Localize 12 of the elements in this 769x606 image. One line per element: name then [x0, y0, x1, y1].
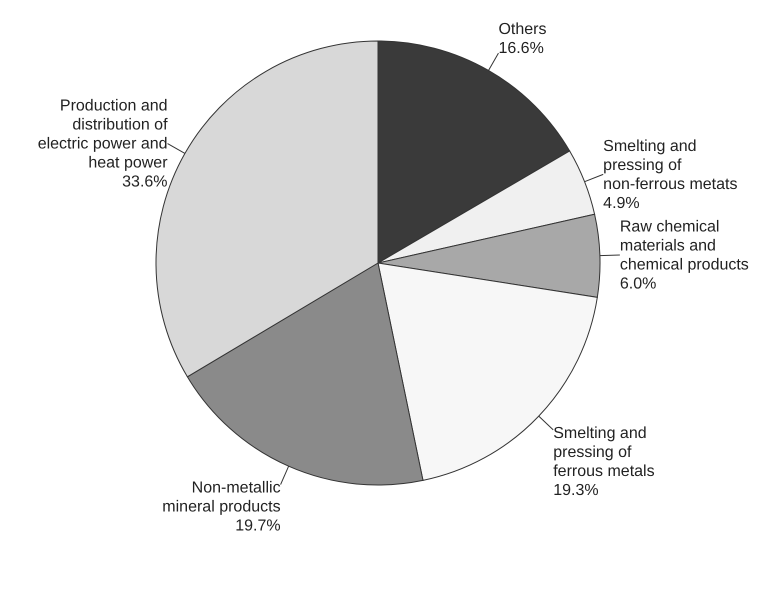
data-label: 4.9% [603, 194, 640, 212]
slice-label: Smelting and pressing of non-ferrous metats [603, 138, 738, 193]
data-label: 16.6% [498, 40, 544, 58]
slice-label: Smelting and pressing of ferrous metals [553, 424, 655, 480]
data-label: 6.0% [620, 276, 656, 293]
slice-label: Raw chemical materials and chemical products [620, 218, 749, 274]
slice-label: Non-metallic mineral products [162, 480, 281, 516]
data-label: 33.6% [122, 174, 168, 191]
slice-label: Production and distribution of electric power and heat power [38, 98, 168, 172]
data-label: 19.7% [235, 518, 281, 535]
slice-label: Others [498, 21, 546, 38]
data-label: 19.3% [553, 482, 599, 499]
